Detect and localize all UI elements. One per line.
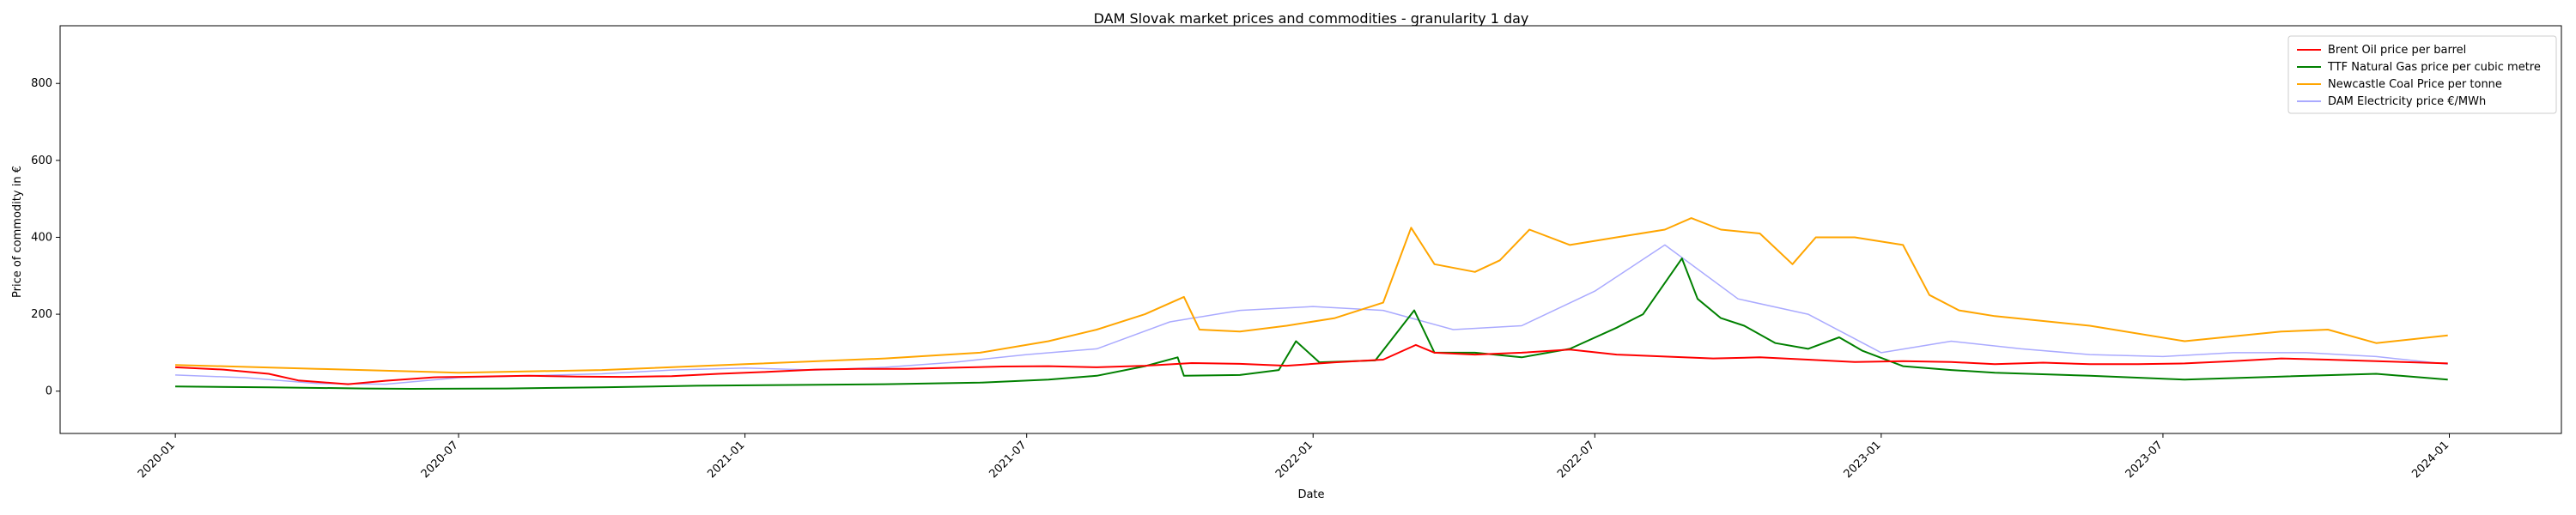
y-tick-label: 200 xyxy=(31,308,52,321)
legend-label: Brent Oil price per barrel xyxy=(2328,44,2466,57)
x-axis-label: Date xyxy=(1297,488,1324,501)
legend-label: DAM Electricity price €/MWh xyxy=(2328,95,2486,108)
y-axis-label: Price of commodity in € xyxy=(11,166,24,298)
series-line-0 xyxy=(175,343,2448,385)
series-line-3 xyxy=(175,244,2448,385)
series-layer xyxy=(175,217,2448,390)
y-tick-label: 0 xyxy=(46,385,52,398)
series-line-2 xyxy=(175,217,2448,374)
y-tick-label: 600 xyxy=(31,154,52,167)
chart-title: DAM Slovak market prices and commodities… xyxy=(1094,10,1529,27)
y-tick-label: 400 xyxy=(31,231,52,244)
legend-label: Newcastle Coal Price per tonne xyxy=(2328,78,2502,91)
legend-label: TTF Natural Gas price per cubic metre xyxy=(2327,61,2541,74)
y-tick-label: 800 xyxy=(31,77,52,90)
y-axis: 0 200 400 600 800 xyxy=(31,77,60,398)
legend: Brent Oil price per barrel TTF Natural Ga… xyxy=(2287,35,2557,114)
legend-box xyxy=(2287,35,2557,114)
plot-frame xyxy=(59,25,2562,434)
